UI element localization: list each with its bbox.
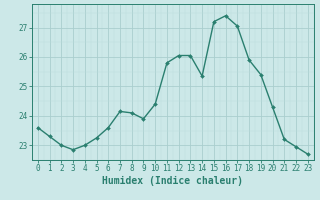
X-axis label: Humidex (Indice chaleur): Humidex (Indice chaleur) xyxy=(102,176,243,186)
